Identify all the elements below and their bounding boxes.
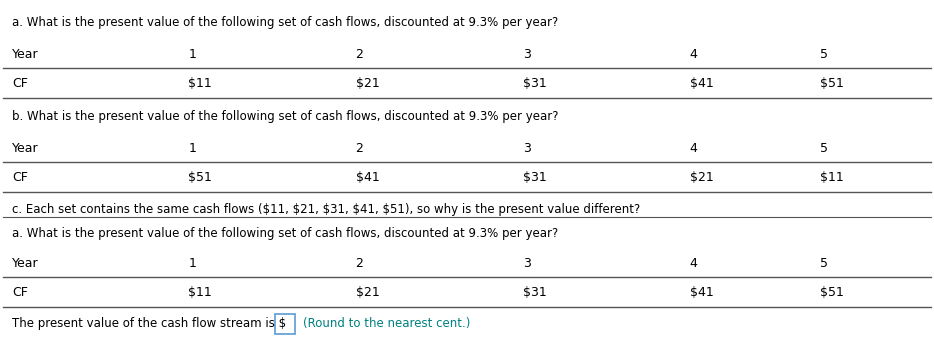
Text: 2: 2 xyxy=(356,257,363,270)
Text: 2: 2 xyxy=(356,142,363,155)
Text: 5: 5 xyxy=(820,142,828,155)
Text: $41: $41 xyxy=(356,171,379,184)
Text: 4: 4 xyxy=(690,48,698,61)
Text: CF: CF xyxy=(12,171,28,184)
FancyBboxPatch shape xyxy=(275,314,295,334)
Text: $21: $21 xyxy=(356,77,379,90)
Text: Year: Year xyxy=(12,48,38,61)
Text: (Round to the nearest cent.): (Round to the nearest cent.) xyxy=(303,317,470,330)
Text: CF: CF xyxy=(12,286,28,299)
Text: 3: 3 xyxy=(523,48,531,61)
Text: $41: $41 xyxy=(690,286,714,299)
Text: $51: $51 xyxy=(189,171,212,184)
Text: $11: $11 xyxy=(189,77,212,90)
Text: 1: 1 xyxy=(189,48,196,61)
Text: 5: 5 xyxy=(820,257,828,270)
Text: $31: $31 xyxy=(523,286,546,299)
Text: $21: $21 xyxy=(356,286,379,299)
Text: 4: 4 xyxy=(690,257,698,270)
Text: $51: $51 xyxy=(820,77,843,90)
Text: CF: CF xyxy=(12,77,28,90)
Text: $31: $31 xyxy=(523,77,546,90)
Text: 1: 1 xyxy=(189,257,196,270)
Text: a. What is the present value of the following set of cash flows, discounted at 9: a. What is the present value of the foll… xyxy=(12,227,559,240)
Text: $51: $51 xyxy=(820,286,843,299)
Text: 4: 4 xyxy=(690,142,698,155)
Text: $21: $21 xyxy=(690,171,714,184)
Text: Year: Year xyxy=(12,142,38,155)
Text: $11: $11 xyxy=(820,171,843,184)
Text: 5: 5 xyxy=(820,48,828,61)
Text: $11: $11 xyxy=(189,286,212,299)
Text: 3: 3 xyxy=(523,142,531,155)
Text: 1: 1 xyxy=(189,142,196,155)
Text: 2: 2 xyxy=(356,48,363,61)
Text: Year: Year xyxy=(12,257,38,270)
Text: b. What is the present value of the following set of cash flows, discounted at 9: b. What is the present value of the foll… xyxy=(12,110,559,123)
Text: 3: 3 xyxy=(523,257,531,270)
Text: $41: $41 xyxy=(690,77,714,90)
Text: c. Each set contains the same cash flows ($11, $21, $31, $41, $51), so why is th: c. Each set contains the same cash flows… xyxy=(12,203,641,217)
Text: a. What is the present value of the following set of cash flows, discounted at 9: a. What is the present value of the foll… xyxy=(12,16,559,29)
Text: The present value of the cash flow stream is $: The present value of the cash flow strea… xyxy=(12,317,286,330)
Text: $31: $31 xyxy=(523,171,546,184)
